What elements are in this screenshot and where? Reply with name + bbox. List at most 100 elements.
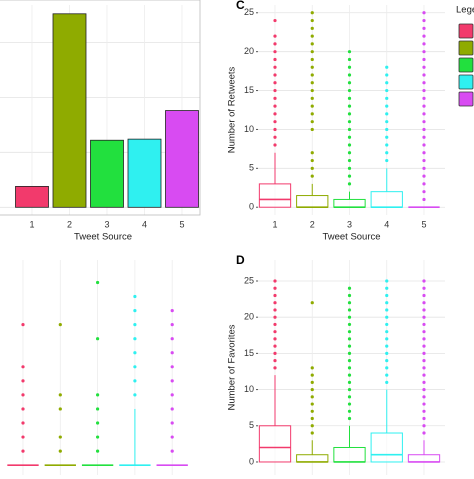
outlier xyxy=(347,73,352,77)
outlier xyxy=(385,112,389,116)
outlier xyxy=(347,112,352,116)
outlier xyxy=(273,120,277,124)
outlier xyxy=(347,50,352,54)
outlier xyxy=(385,315,389,319)
legend-key xyxy=(458,23,474,39)
outlier xyxy=(347,81,352,85)
outlier xyxy=(385,127,389,132)
x-axis-title: Tweet Source xyxy=(74,232,132,243)
y-axis-title: Number of Retweets xyxy=(227,66,238,153)
outlier xyxy=(385,351,389,355)
panel-label: D xyxy=(236,253,245,267)
outlier xyxy=(347,104,352,108)
outlier xyxy=(347,330,352,334)
outlier xyxy=(422,330,426,334)
outlier xyxy=(273,112,277,116)
outlier xyxy=(422,182,426,186)
outlier xyxy=(310,395,314,399)
outlier xyxy=(133,379,137,383)
y-tick-label: 25 xyxy=(244,275,254,285)
outlier xyxy=(21,323,25,327)
outlier xyxy=(273,366,277,370)
outlier xyxy=(96,407,100,411)
outlier xyxy=(422,18,426,23)
outlier xyxy=(310,73,314,77)
outlier xyxy=(422,322,426,327)
outlier xyxy=(347,293,352,298)
outlier xyxy=(385,366,389,370)
outlier xyxy=(310,42,314,46)
outlier xyxy=(422,104,426,108)
outlier xyxy=(385,359,389,363)
outlier xyxy=(422,359,426,363)
outlier xyxy=(310,166,314,170)
outlier xyxy=(422,308,426,312)
outlier xyxy=(273,301,277,305)
x-axis-title: Tweet Source xyxy=(322,232,380,243)
box xyxy=(258,183,292,208)
outlier xyxy=(310,11,314,15)
outlier xyxy=(21,379,25,383)
outlier xyxy=(347,57,352,62)
outlier xyxy=(310,34,314,38)
outlier xyxy=(422,96,426,100)
outlier xyxy=(310,151,314,155)
outlier xyxy=(273,96,277,100)
outlier xyxy=(273,135,277,139)
outlier xyxy=(422,351,426,355)
x-tick-label: 1 xyxy=(272,219,277,229)
box xyxy=(407,454,441,463)
x-tick-label: 5 xyxy=(421,219,426,229)
outlier xyxy=(310,127,314,132)
outlier xyxy=(347,380,352,384)
outlier xyxy=(347,402,352,406)
outlier xyxy=(310,88,314,93)
outlier xyxy=(310,380,314,384)
x-tick-label: 3 xyxy=(104,219,109,229)
outlier xyxy=(347,344,352,348)
outlier xyxy=(347,135,352,139)
outlier xyxy=(422,279,426,283)
outlier xyxy=(422,112,426,116)
outlier xyxy=(385,373,389,377)
outlier xyxy=(422,416,426,421)
outlier xyxy=(422,409,426,413)
y-tick-label: 15 xyxy=(244,85,254,95)
outlier xyxy=(310,402,314,406)
outlier xyxy=(422,337,426,341)
outlier xyxy=(170,393,174,397)
outlier xyxy=(422,26,426,30)
bar xyxy=(165,110,199,208)
outlier xyxy=(422,151,426,155)
outlier xyxy=(422,65,426,69)
outlier xyxy=(347,308,352,312)
outlier xyxy=(273,322,277,327)
outlier xyxy=(347,174,352,178)
outlier xyxy=(310,366,314,370)
outlier xyxy=(422,34,426,38)
outlier xyxy=(422,424,426,428)
y-tick-label: 0 xyxy=(249,456,254,466)
outlier xyxy=(96,421,100,425)
outlier xyxy=(133,393,137,397)
outlier xyxy=(347,158,352,163)
outlier xyxy=(422,286,426,290)
outlier xyxy=(385,143,389,147)
outlier xyxy=(133,308,137,313)
outlier xyxy=(273,315,277,319)
outlier xyxy=(385,104,389,108)
outlier xyxy=(422,197,426,202)
outlier xyxy=(310,373,314,377)
outlier xyxy=(347,166,352,170)
outlier xyxy=(310,104,314,108)
x-tick-label: 4 xyxy=(384,219,389,229)
outlier xyxy=(58,449,62,453)
outlier xyxy=(273,34,277,38)
outlier xyxy=(96,337,100,341)
y-tick-label: 0 xyxy=(249,202,254,212)
x-tick-label: 2 xyxy=(310,219,315,229)
outlier xyxy=(385,81,389,85)
outlier xyxy=(422,120,426,124)
outlier xyxy=(385,344,389,348)
